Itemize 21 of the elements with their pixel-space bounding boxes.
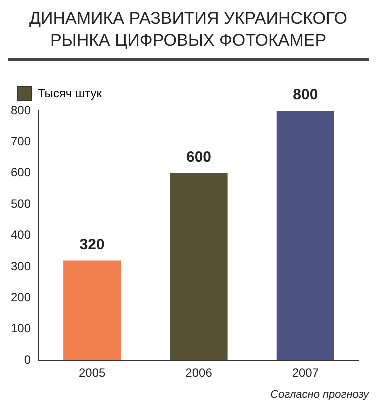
y-tick-label: 700 [10, 134, 32, 149]
y-tick-label: 600 [10, 166, 32, 180]
bar [64, 260, 122, 361]
data-label: 320 [80, 236, 105, 254]
y-tick-label: 800 [10, 103, 32, 118]
x-tick-label: 2005 [79, 366, 106, 380]
y-tick-label: 500 [10, 196, 32, 211]
text: Согласно прогнозу [270, 389, 369, 401]
y-tick-label: 400 [10, 228, 32, 242]
data-label: 600 [186, 149, 212, 166]
y-tick-label: 0 [24, 352, 32, 367]
y-tick-label: 200 [10, 290, 32, 305]
y-tick-label: 100 [10, 322, 32, 336]
chart-title: ДИНАМИКА РАЗВИТИЯ УКРАИНСКОГО РЫНКА ЦИФРОВЫХ ФОТОКАМЕР [8, 8, 369, 61]
bar [276, 111, 334, 361]
y-tick-label: 300 [10, 259, 32, 274]
x-tick-label: 2007 [292, 366, 320, 380]
legend-label: Тысяч штук [38, 86, 103, 100]
x-tick-label: 2006 [186, 366, 213, 380]
data-label: 800 [293, 86, 318, 104]
bar [170, 173, 228, 361]
